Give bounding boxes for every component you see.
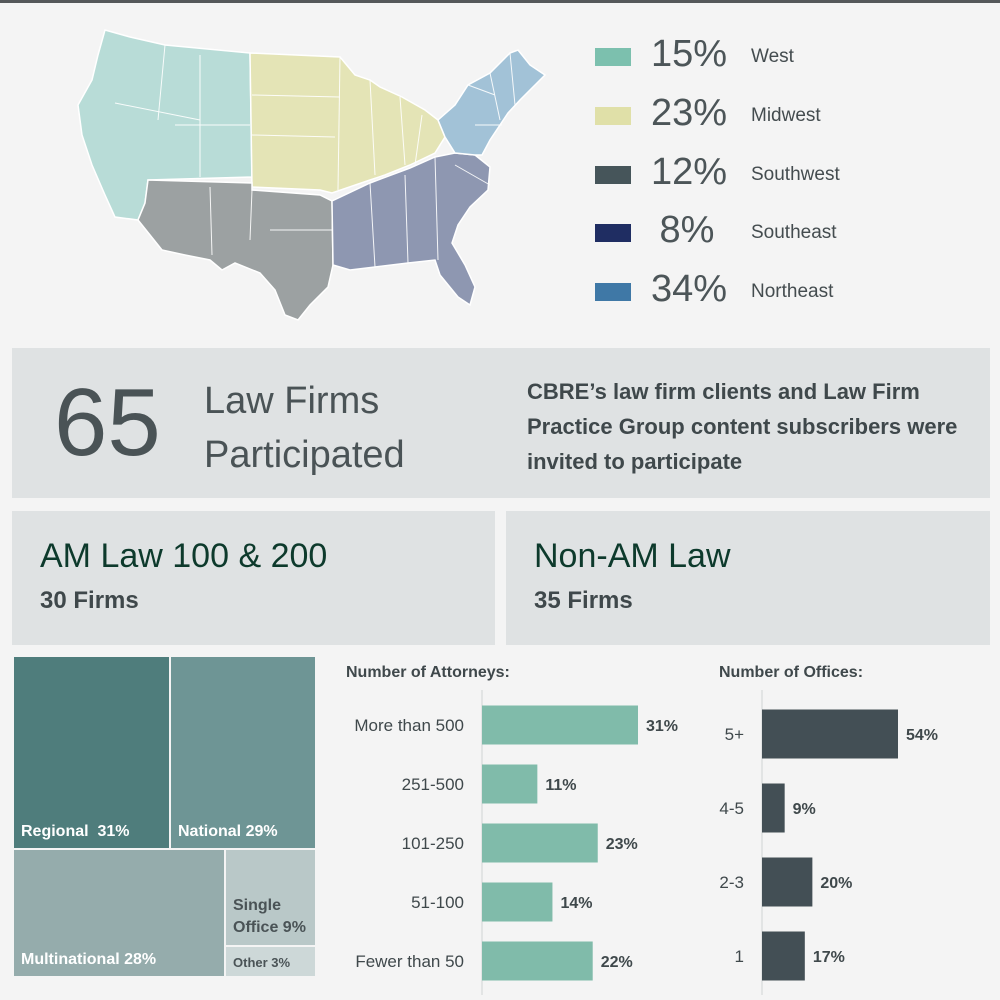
bar-category-label: 1 (735, 947, 744, 966)
bar (482, 882, 553, 922)
bar-category-label: More than 500 (354, 716, 464, 735)
bar-category-label: 2-3 (719, 873, 744, 892)
bar-category-label: 4-5 (719, 799, 744, 818)
bar-value-label: 20% (820, 875, 852, 892)
region-west (77, 29, 253, 221)
group-non-amlaw: Non-AM Law 35 Firms (506, 511, 990, 645)
bar-category-label: 101-250 (402, 834, 464, 853)
bar-value-label: 23% (606, 836, 638, 853)
group-title: Non-AM Law (534, 537, 731, 575)
bar (762, 931, 805, 981)
bar-value-label: 17% (813, 949, 845, 966)
legend-swatch (595, 48, 631, 66)
group-count: 30 Firms (40, 587, 139, 614)
legend-region-name: Southeast (751, 222, 837, 244)
tile-label: Multinational 28% (21, 951, 157, 968)
bar (762, 857, 813, 907)
firm-count: 65 (54, 369, 161, 476)
legend-swatch (595, 224, 631, 243)
treemap-tile-regional: Regional 31% (12, 655, 171, 850)
treemap-tile-multinational: Multinational 28% (12, 848, 226, 978)
attorneys-chart-title: Number of Attorneys: (346, 664, 510, 681)
legend-swatch (595, 283, 631, 302)
legend-row-northeast: 34% Northeast (595, 263, 975, 322)
bar-value-label: 9% (793, 801, 816, 818)
legend-percent: 23% (651, 91, 728, 134)
legend-swatch (595, 106, 631, 125)
legend-percent: 12% (651, 150, 728, 193)
bar-category-label: Fewer than 50 (355, 952, 464, 971)
tile-label-line2: Office 9% (233, 919, 306, 936)
legend-percent: 8% (659, 209, 715, 252)
firm-count-label-line2: Participated (204, 434, 405, 476)
legend-region-name: Southwest (751, 163, 840, 185)
bar-category-label: 5+ (725, 725, 744, 744)
tile-label: National 29% (178, 823, 278, 840)
tile-label: Regional 31% (21, 823, 130, 840)
participation-summary: 65 Law Firms Participated CBRE’s law fir… (12, 348, 990, 498)
group-title: AM Law 100 & 200 (40, 537, 328, 575)
top-rule (0, 0, 1000, 3)
offices-chart-title: Number of Offices: (719, 664, 864, 681)
firm-count-label: Law Firms Participated (204, 374, 405, 482)
legend-row-southwest: 12% Southwest (595, 146, 975, 205)
bar (482, 941, 593, 981)
legend-percent: 15% (651, 33, 728, 75)
firm-type-treemap: Regional 31% National 29% Multinational … (12, 655, 317, 978)
legend-row-southeast: 8% Southeast (595, 204, 975, 263)
bar (482, 764, 538, 804)
tile-label: Other 3% (233, 955, 291, 970)
legend-region-name: West (751, 46, 794, 67)
bar-value-label: 22% (601, 954, 633, 971)
bar-value-label: 14% (560, 895, 592, 912)
legend-region-name: Midwest (751, 104, 821, 126)
bar (482, 823, 598, 863)
legend-percent: 34% (651, 268, 728, 311)
bar (482, 705, 638, 745)
region-northeast (437, 49, 547, 156)
treemap-tile-other: Other 3% (224, 945, 317, 978)
legend-row-midwest: 23% Midwest (595, 87, 975, 146)
firm-count-label-line1: Law Firms (204, 380, 380, 422)
attorneys-bar-chart: More than 500 31% 251-500 11% 101-250 23% 51-1… (354, 690, 678, 995)
bar-category-label: 51-100 (411, 893, 464, 912)
region-southwest (137, 179, 334, 321)
region-southeast (331, 152, 491, 307)
bar-category-label: 251-500 (402, 775, 464, 794)
bar-value-label: 11% (545, 777, 576, 794)
group-amlaw: AM Law 100 & 200 30 Firms (12, 511, 495, 645)
us-region-map (77, 29, 547, 321)
offices-bar-chart: 5+ 54% 4-5 9% 2-3 20% 1 17% (719, 690, 938, 995)
bar-value-label: 31% (646, 718, 678, 735)
region-legend: 15% West 23% Midwest 12% Southwest 8% So… (595, 28, 975, 322)
summary-description: CBRE’s law firm clients and Law Firm Pra… (527, 379, 958, 474)
tile-label: Single Office 9% (233, 895, 306, 939)
legend-swatch (595, 165, 631, 184)
bar (762, 783, 785, 833)
bar-value-label: 54% (906, 727, 938, 744)
group-count: 35 Firms (534, 587, 633, 614)
legend-region-name: Northeast (751, 281, 834, 303)
legend-row-west: 15% West (595, 28, 975, 87)
bar (762, 709, 898, 759)
treemap-tile-national: National 29% (169, 655, 317, 850)
tile-label-line1: Single (233, 897, 282, 914)
state-borders (114, 44, 516, 268)
treemap-tile-single-office: Single Office 9% (224, 848, 317, 947)
